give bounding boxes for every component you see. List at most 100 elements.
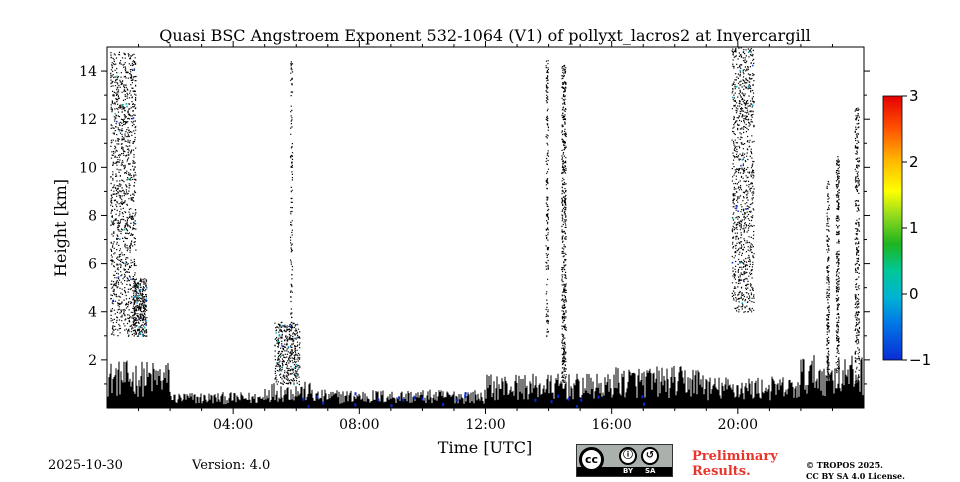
colorbar-tick-label: 1 (909, 219, 919, 237)
preliminary-note: Preliminary Results. (692, 449, 778, 479)
colorbar-tick-label: 0 (909, 285, 919, 303)
colored-pixel (732, 96, 734, 99)
copyright-note: © TROPOS 2025. CC BY SA 4.0 License. (806, 460, 905, 482)
colored-pixel (307, 405, 310, 408)
colored-pixel (145, 298, 148, 300)
cloud-column (545, 60, 550, 337)
colored-pixel (293, 383, 295, 386)
colored-pixel (136, 292, 139, 294)
colored-pixel (142, 303, 145, 306)
by-icon: ⓘ (619, 447, 637, 465)
colored-pixel (123, 229, 126, 231)
colorbar-ticks: 3 2 1 0 −1 (902, 87, 931, 369)
colored-pixel (121, 104, 123, 106)
colored-pixel (742, 279, 745, 281)
cloud-speckles (132, 278, 148, 337)
colored-pixel (316, 395, 319, 399)
cloud-speckles (110, 51, 137, 337)
colored-pixel (741, 159, 744, 161)
colored-pixel (456, 398, 459, 402)
colored-pixel (136, 302, 138, 304)
colored-pixel (550, 400, 553, 404)
chart-title: Quasi BSC Angstroem Exponent 532-1064 (V… (159, 26, 811, 45)
colored-pixel (131, 117, 134, 120)
colored-pixel (731, 262, 734, 264)
colored-pixel (402, 398, 405, 402)
cloud-speckles (854, 107, 861, 385)
colored-pixel (421, 397, 424, 401)
cloud-column (826, 181, 830, 386)
colored-pixel (597, 395, 600, 399)
cloud-speckles (731, 47, 755, 313)
preliminary-line-2: Results. (692, 464, 751, 479)
cloud-speckles (561, 64, 567, 408)
colored-pixel (747, 51, 750, 53)
colored-pixel (739, 262, 741, 264)
colored-pixel (119, 238, 121, 240)
colored-pixel (354, 403, 357, 407)
colored-pixel (280, 366, 283, 368)
colored-pixel (354, 392, 357, 396)
y-tick-label: 8 (88, 208, 97, 224)
colored-pixel (114, 113, 116, 115)
colored-pixel (139, 289, 142, 291)
colored-pixel (138, 326, 140, 328)
colored-pixel (643, 402, 646, 406)
colored-pixel (745, 208, 747, 210)
colored-pixel (282, 345, 284, 347)
x-tick-label: 20:00 (718, 417, 758, 433)
colored-pixel (580, 398, 583, 402)
colored-pixel (118, 130, 121, 132)
colored-pixel (138, 318, 140, 320)
x-axis: 04:00 08:00 12:00 16:00 20:00 (138, 41, 833, 433)
colored-pixel (748, 85, 750, 88)
cloud-column (110, 51, 137, 337)
cloud-speckles (835, 156, 840, 374)
sa-icon: ↺ (641, 447, 659, 465)
cloud-speckles (826, 181, 830, 386)
colored-pixel (322, 401, 325, 405)
colored-pixel (280, 369, 283, 372)
colored-pixel (144, 327, 146, 329)
colored-pixel (296, 323, 299, 326)
colorbar-tick-label: −1 (909, 351, 931, 369)
colored-pixel (116, 120, 118, 123)
copyright-line-2: CC BY SA 4.0 License. (806, 471, 905, 481)
colored-pixel (278, 361, 281, 364)
colored-pixel (145, 287, 148, 289)
y-tick-label: 10 (79, 160, 97, 176)
colored-pixel (735, 207, 738, 209)
colored-pixel (296, 374, 298, 377)
cc-license-badge[interactable]: cc ⓘ ↺ BY SA (576, 444, 673, 477)
colored-pixel (126, 105, 128, 108)
colored-pixel (293, 367, 296, 369)
data-layer (107, 47, 864, 408)
cloud-column (835, 156, 840, 374)
colored-pixel (732, 217, 734, 220)
colored-pixel (567, 397, 570, 401)
colorbar (882, 95, 903, 361)
colored-pixel (278, 334, 281, 336)
sa-label: SA (645, 467, 656, 475)
colored-pixel (735, 205, 737, 207)
colored-pixel (277, 340, 280, 343)
date-label: 2025-10-30 (48, 458, 123, 473)
colored-pixel (752, 64, 754, 67)
cloud-column (132, 278, 148, 337)
colored-pixel (281, 324, 283, 327)
cloud-column (274, 321, 301, 386)
colored-pixel (125, 103, 127, 105)
colored-pixel (534, 398, 537, 402)
colored-pixel (278, 335, 280, 337)
colored-pixel (741, 302, 743, 304)
x-tick-label: 16:00 (591, 417, 631, 433)
x-tick-label: 12:00 (465, 417, 505, 433)
colored-pixel (145, 319, 147, 322)
y-axis-label: Height [km] (51, 179, 70, 277)
cloud-column (731, 47, 755, 313)
colored-pixel (398, 396, 401, 400)
colored-pixel (377, 398, 380, 402)
cloud-speckles (545, 60, 550, 337)
colored-pixel (112, 300, 114, 302)
